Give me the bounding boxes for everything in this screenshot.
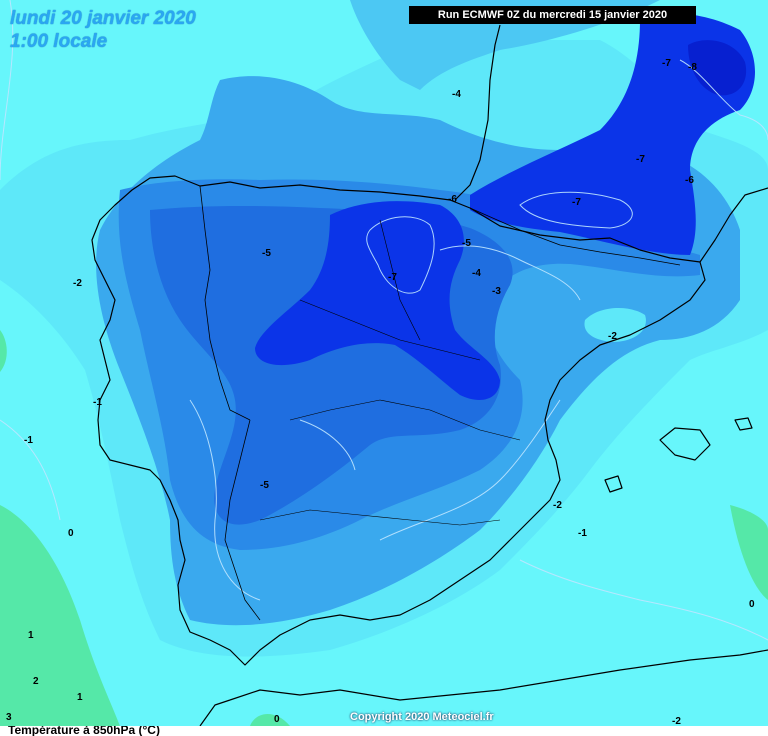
field-above-1-southwest	[0, 505, 120, 726]
field-m2-pocket-north	[455, 73, 478, 92]
isoline-label: -5	[462, 238, 471, 249]
isoline-label: 0	[274, 714, 280, 725]
isoline-label: 0	[68, 528, 74, 539]
field-above-1-south	[250, 713, 290, 726]
isoline-label: -8	[688, 62, 697, 73]
isoline-label: -1	[578, 528, 587, 539]
isoline-west	[189, 399, 261, 601]
isoline-label: -2	[672, 716, 681, 727]
region-border	[299, 299, 481, 361]
run-banner: Run ECMWF 0Z du mercredi 15 janvier 2020	[409, 6, 696, 24]
map-date-title: lundi 20 janvier 2020	[10, 8, 196, 29]
field-below-m6-center	[255, 201, 500, 400]
field-above-1-west	[0, 330, 7, 372]
isoline-label: -5	[262, 248, 271, 259]
pyrenees-border	[469, 207, 681, 266]
isoline-core	[366, 216, 435, 294]
iberia-coast	[91, 175, 706, 666]
mallorca	[659, 427, 711, 461]
isoline-ebro	[439, 245, 581, 301]
isoline-label: -7	[662, 58, 671, 69]
isoline-label: -1	[93, 397, 102, 408]
isoline-label: -2	[73, 278, 82, 289]
copyright-text: Copyright 2020 Meteociel.fr	[350, 711, 494, 723]
isoline-label: -7	[572, 197, 581, 208]
isoline-label: -7	[636, 154, 645, 165]
isoline	[0, 0, 14, 181]
field-below-m6-northeast	[470, 13, 755, 255]
map-caption: Température à 850hPa (°C)	[8, 726, 160, 736]
med-france-coast	[699, 187, 768, 263]
field-m2-pocket	[584, 308, 646, 342]
isoline-label: -1	[24, 435, 33, 446]
isoline-label: -3	[492, 286, 501, 297]
ibiza	[604, 475, 623, 493]
menorca	[734, 417, 753, 431]
isoline-south	[379, 399, 561, 541]
region-border	[289, 399, 521, 441]
isoline-label: -4	[472, 268, 481, 279]
isoline-ne	[679, 59, 768, 141]
field-above-1-east	[730, 505, 768, 600]
isoline-sea	[519, 559, 768, 641]
isoline-label: -4	[452, 89, 461, 100]
isoline-label: -6	[685, 175, 694, 186]
isoline-label: -2	[553, 500, 562, 511]
caption-strip: Température à 850hPa (°C)	[0, 726, 768, 736]
field-below-m8	[688, 40, 747, 96]
isoline-label: 3	[6, 712, 12, 723]
isoline-label: -7	[388, 272, 397, 283]
portugal-border	[199, 185, 251, 421]
map-time-title: 1:00 locale	[10, 31, 108, 52]
isoline-label: 2	[33, 676, 39, 687]
isoline-core-ne	[519, 191, 633, 229]
morocco-coast	[199, 699, 231, 727]
isoline-mid	[299, 419, 356, 471]
isoline-label: -6	[448, 194, 457, 205]
africa-coast	[229, 649, 768, 701]
region-border	[379, 219, 421, 341]
portugal-border-south	[224, 419, 261, 621]
region-border	[259, 509, 501, 526]
isoline-label: 0	[749, 599, 755, 610]
france-coast	[454, 24, 501, 201]
isoline-label: -2	[608, 331, 617, 342]
isoline-atlantic	[0, 419, 61, 521]
isoline-label: -5	[260, 480, 269, 491]
isoline-label: 1	[28, 630, 34, 641]
isoline-label: 1	[77, 692, 83, 703]
